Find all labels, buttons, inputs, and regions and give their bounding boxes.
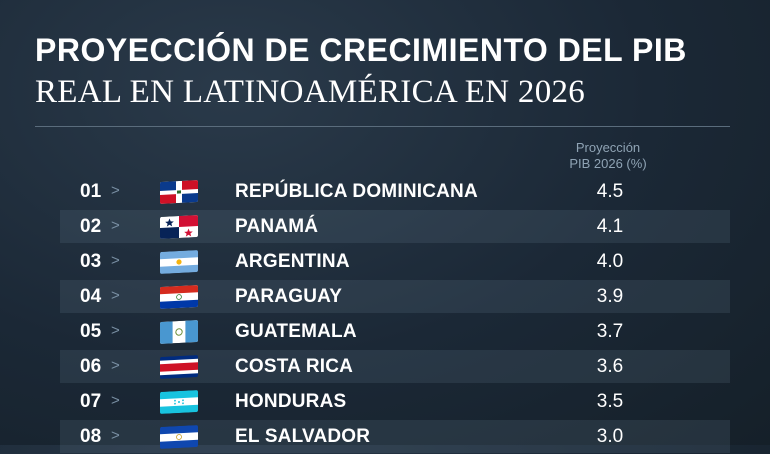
paraguay-flag-icon	[160, 285, 198, 309]
column-header-line-2: PIB 2026 (%)	[569, 156, 647, 171]
ranking-table: 01 > REPÚBLICA DOMINICANA 4.5 02 > PANAMÁ 4.1 03…	[0, 174, 770, 454]
page-title-line-1: PROYECCIÓN DE CRECIMIENTO DEL PIB	[35, 32, 687, 68]
chevron-right-icon: >	[111, 322, 120, 339]
row-value: 3.9	[596, 286, 624, 307]
column-header: Proyección PIB 2026 (%)	[548, 140, 668, 172]
chevron-right-icon: >	[111, 217, 120, 234]
column-header-line-1: Proyección	[575, 140, 641, 155]
row-rank: 01	[80, 181, 102, 202]
costa-rica-flag-icon	[160, 355, 198, 379]
chevron-right-icon: >	[111, 427, 120, 444]
table-row: 04 > PARAGUAY 3.9	[0, 279, 770, 314]
row-rank: 08	[80, 426, 102, 447]
row-value: 4.0	[596, 251, 624, 272]
row-country: HONDURAS	[235, 391, 347, 412]
table-row: 03 > ARGENTINA 4.0	[0, 244, 770, 279]
row-rank: 04	[80, 286, 102, 307]
guatemala-flag-icon	[160, 320, 198, 344]
row-country: PARAGUAY	[235, 286, 343, 307]
chevron-right-icon: >	[111, 252, 120, 269]
chevron-right-icon: >	[111, 392, 120, 409]
page-title-line-2: REAL EN LATINOAMÉRICA EN 2026	[35, 74, 586, 110]
row-rank: 07	[80, 391, 102, 412]
table-row: 08 > EL SALVADOR 3.0	[0, 419, 770, 454]
row-value: 3.0	[596, 426, 624, 447]
row-value: 4.1	[596, 216, 624, 237]
el-salvador-flag-icon	[160, 425, 198, 449]
chevron-right-icon: >	[111, 182, 120, 199]
table-row: 05 > GUATEMALA 3.7	[0, 314, 770, 349]
honduras-flag-icon	[160, 390, 198, 414]
chevron-right-icon: >	[111, 357, 120, 374]
table-row: 07 > HONDURAS 3.5	[0, 384, 770, 419]
row-value: 3.5	[596, 391, 624, 412]
row-value: 3.6	[596, 356, 624, 377]
dominican-republic-flag-icon	[160, 180, 198, 204]
row-country: ARGENTINA	[235, 251, 350, 272]
panama-flag-icon	[160, 215, 198, 239]
row-country: PANAMÁ	[235, 216, 319, 237]
table-row: 02 > PANAMÁ 4.1	[0, 209, 770, 244]
row-value: 4.5	[596, 181, 624, 202]
row-country: EL SALVADOR	[235, 426, 371, 447]
row-value: 3.7	[596, 321, 624, 342]
row-country: REPÚBLICA DOMINICANA	[235, 181, 478, 202]
row-rank: 02	[80, 216, 102, 237]
argentina-flag-icon	[160, 250, 198, 274]
table-row: 01 > REPÚBLICA DOMINICANA 4.5	[0, 174, 770, 209]
row-country: GUATEMALA	[235, 321, 357, 342]
row-country: COSTA RICA	[235, 356, 354, 377]
row-rank: 03	[80, 251, 102, 272]
row-rank: 06	[80, 356, 102, 377]
chevron-right-icon: >	[111, 287, 120, 304]
row-rank: 05	[80, 321, 102, 342]
title-divider	[35, 126, 730, 127]
table-row: 06 > COSTA RICA 3.6	[0, 349, 770, 384]
